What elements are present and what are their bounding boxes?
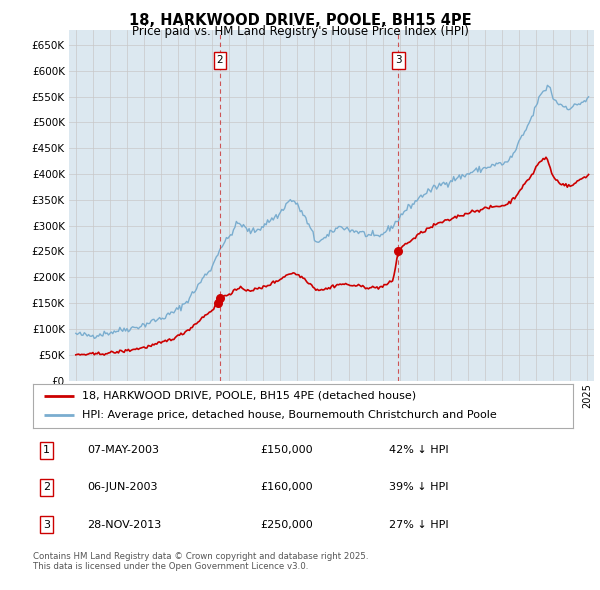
Text: 18, HARKWOOD DRIVE, POOLE, BH15 4PE: 18, HARKWOOD DRIVE, POOLE, BH15 4PE [128,13,472,28]
Text: £160,000: £160,000 [260,483,313,493]
Text: Price paid vs. HM Land Registry's House Price Index (HPI): Price paid vs. HM Land Registry's House … [131,25,469,38]
Text: 06-JUN-2003: 06-JUN-2003 [87,483,157,493]
Text: 42% ↓ HPI: 42% ↓ HPI [389,445,449,455]
Text: 3: 3 [43,520,50,530]
Text: 07-MAY-2003: 07-MAY-2003 [87,445,159,455]
Text: 39% ↓ HPI: 39% ↓ HPI [389,483,449,493]
Text: Contains HM Land Registry data © Crown copyright and database right 2025.: Contains HM Land Registry data © Crown c… [33,552,368,560]
Text: 27% ↓ HPI: 27% ↓ HPI [389,520,449,530]
Text: 3: 3 [395,55,401,65]
Text: 2: 2 [217,55,223,65]
Text: £150,000: £150,000 [260,445,313,455]
Text: This data is licensed under the Open Government Licence v3.0.: This data is licensed under the Open Gov… [33,562,308,571]
Text: £250,000: £250,000 [260,520,313,530]
Text: 28-NOV-2013: 28-NOV-2013 [87,520,161,530]
Point [394,247,403,256]
Point [215,293,225,303]
Text: 1: 1 [43,445,50,455]
Text: HPI: Average price, detached house, Bournemouth Christchurch and Poole: HPI: Average price, detached house, Bour… [82,411,496,420]
Text: 18, HARKWOOD DRIVE, POOLE, BH15 4PE (detached house): 18, HARKWOOD DRIVE, POOLE, BH15 4PE (det… [82,391,416,401]
Text: 2: 2 [43,483,50,493]
Point [214,299,223,308]
